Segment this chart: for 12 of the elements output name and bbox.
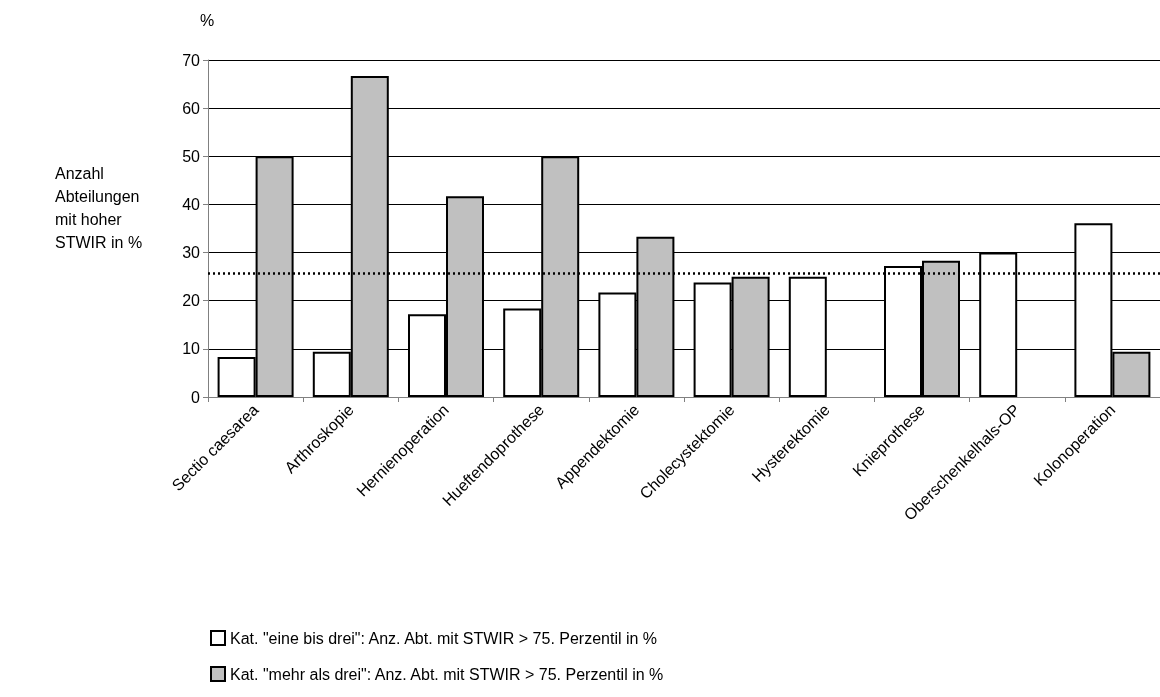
y-tick-label: 60 (182, 99, 201, 117)
legend-label: Kat. "eine bis drei": Anz. Abt. mit STWIR > 75. Perzentil in % (230, 629, 658, 647)
y-tick-label: 40 (182, 195, 201, 213)
legend-label: Kat. "mehr als drei": Anz. Abt. mit STWIR > 75. Perzentil in % (230, 665, 664, 683)
y-tick-label: 50 (182, 147, 201, 165)
y-tick-label: 0 (191, 388, 201, 406)
y-tick-label: 20 (182, 292, 201, 310)
y-tick-label: 70 (182, 51, 201, 69)
text: % (200, 11, 215, 29)
y-axis-title: Anzahl Abteilungen mit hoher STWIR in % (55, 165, 144, 251)
y-tick-label: 30 (182, 244, 201, 262)
y-tick-label: 10 (182, 340, 201, 358)
